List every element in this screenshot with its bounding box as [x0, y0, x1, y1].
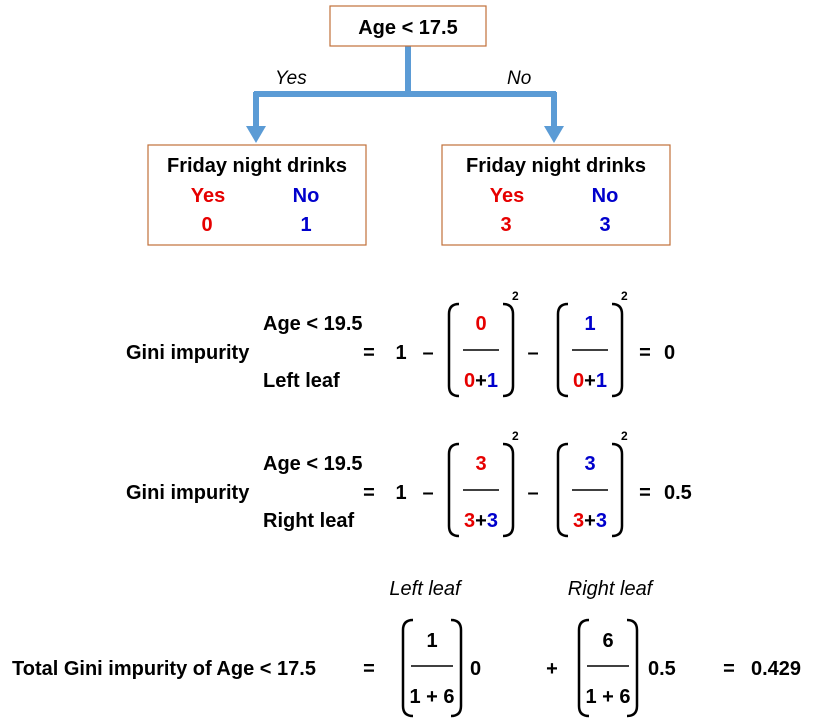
left-eq-f1-numerator: 0	[475, 313, 486, 335]
total-equals: =	[363, 658, 375, 680]
right-eq-paren-close-2	[611, 442, 624, 538]
root-node-box	[329, 5, 487, 47]
left-leaf-yes-count: 0	[201, 214, 212, 236]
total-f2-denominator: 1 + 6	[585, 686, 630, 708]
total-f1-denominator: 1 + 6	[409, 686, 454, 708]
left-eq-paren-open-1	[447, 302, 460, 398]
total-paren-open-1	[401, 618, 414, 718]
left-eq-f1-den-plus: +	[475, 370, 487, 392]
right-eq-exponent-2: 2	[621, 429, 628, 443]
left-leaf-title: Friday night drinks	[167, 155, 347, 177]
total-right-caption: Right leaf	[568, 578, 655, 600]
left-eq-f2-numerator: 1	[584, 313, 595, 335]
root-node-label: Age < 17.5	[358, 17, 458, 39]
right-leaf-no-count: 3	[599, 214, 610, 236]
right-eq-paren-close-1	[502, 442, 515, 538]
total-label: Total Gini impurity of Age < 17.5	[12, 658, 316, 680]
left-eq-exponent-1: 2	[512, 289, 519, 303]
right-eq-f2-den-plus: +	[584, 510, 596, 532]
left-arrowhead	[246, 126, 266, 143]
left-eq-f1-den-no: 1	[487, 370, 498, 392]
total-equals-2: =	[723, 658, 735, 680]
right-eq-f1-den-no: 3	[487, 510, 498, 532]
right-leaf-yes-label: Yes	[490, 185, 524, 207]
right-eq-result: 0.5	[664, 482, 692, 504]
left-eq-f2-den-plus: +	[584, 370, 596, 392]
right-eq-exponent-1: 2	[512, 429, 519, 443]
right-eq-one: 1	[395, 482, 406, 504]
right-leaf-node: Friday night drinks Yes No 3 3	[441, 144, 671, 246]
left-eq-f1-den-yes: 0	[464, 370, 475, 392]
total-f2-multiplier: 0.5	[648, 658, 676, 680]
left-eq-minus-1: –	[422, 342, 433, 364]
right-eq-minus-1: –	[422, 482, 433, 504]
left-eq-result: 0	[664, 342, 675, 364]
branch-yes-label: Yes	[275, 68, 307, 89]
left-eq-f2-den-yes: 0	[573, 370, 584, 392]
total-gini-equation: Left leaf Right leaf Total Gini impurity…	[12, 578, 801, 718]
left-leaf-no-count: 1	[300, 214, 311, 236]
right-eq-f1-numerator: 3	[475, 453, 486, 475]
total-paren-close-2	[626, 618, 639, 718]
right-eq-equals-2: =	[639, 482, 651, 504]
right-eq-f1-den-plus: +	[475, 510, 487, 532]
left-eq-title-line1: Age < 19.5	[263, 313, 363, 335]
right-leaf-gini-equation: Age < 19.5 Gini impurity Right leaf = 1 …	[126, 429, 692, 538]
left-leaf-yes-label: Yes	[191, 185, 225, 207]
left-eq-f2-den-no: 1	[596, 370, 607, 392]
right-eq-minus-2: –	[527, 482, 538, 504]
total-f1-numerator: 1	[426, 630, 437, 652]
left-leaf-node: Friday night drinks Yes No 0 1	[147, 144, 367, 246]
right-eq-title-line1: Age < 19.5	[263, 453, 363, 475]
total-result: 0.429	[751, 658, 801, 680]
left-eq-one: 1	[395, 342, 406, 364]
left-eq-title-main: Gini impurity	[126, 342, 250, 364]
left-leaf-box	[147, 144, 367, 246]
left-eq-paren-open-2	[556, 302, 569, 398]
left-eq-paren-close-1	[502, 302, 515, 398]
total-paren-open-2	[577, 618, 590, 718]
left-eq-minus-2: –	[527, 342, 538, 364]
left-eq-paren-close-2	[611, 302, 624, 398]
total-left-caption: Left leaf	[389, 578, 463, 600]
right-leaf-box	[441, 144, 671, 246]
left-eq-equals: =	[363, 342, 375, 364]
total-plus: +	[546, 658, 558, 680]
left-eq-f1-denominator: 0+1	[464, 370, 498, 392]
left-leaf-no-label: No	[293, 185, 320, 207]
tree-connectors	[253, 46, 557, 128]
right-arrowhead	[544, 126, 564, 143]
right-eq-f2-den-yes: 3	[573, 510, 584, 532]
right-eq-f1-den-yes: 3	[464, 510, 475, 532]
right-eq-f2-numerator: 3	[584, 453, 595, 475]
right-eq-paren-open-2	[556, 442, 569, 538]
right-eq-f2-denominator: 3+3	[573, 510, 607, 532]
right-eq-equals: =	[363, 482, 375, 504]
left-eq-equals-2: =	[639, 342, 651, 364]
left-eq-title-line2: Left leaf	[263, 370, 340, 392]
right-leaf-title: Friday night drinks	[466, 155, 646, 177]
total-paren-close-1	[450, 618, 463, 718]
right-eq-paren-open-1	[447, 442, 460, 538]
right-leaf-yes-count: 3	[500, 214, 511, 236]
left-eq-f2-denominator: 0+1	[573, 370, 607, 392]
right-eq-f1-denominator: 3+3	[464, 510, 498, 532]
total-f2-numerator: 6	[602, 630, 613, 652]
total-f1-multiplier: 0	[470, 658, 481, 680]
right-eq-title-line2: Right leaf	[263, 510, 354, 532]
right-eq-f2-den-no: 3	[596, 510, 607, 532]
left-leaf-gini-equation: Age < 19.5 Gini impurity Left leaf = 1 –…	[126, 289, 675, 398]
left-eq-exponent-2: 2	[621, 289, 628, 303]
right-leaf-no-label: No	[592, 185, 619, 207]
branch-no-label: No	[507, 68, 531, 89]
right-eq-title-main: Gini impurity	[126, 482, 250, 504]
decision-tree: Age < 17.5 Yes No Friday night drinks Ye…	[147, 5, 671, 246]
